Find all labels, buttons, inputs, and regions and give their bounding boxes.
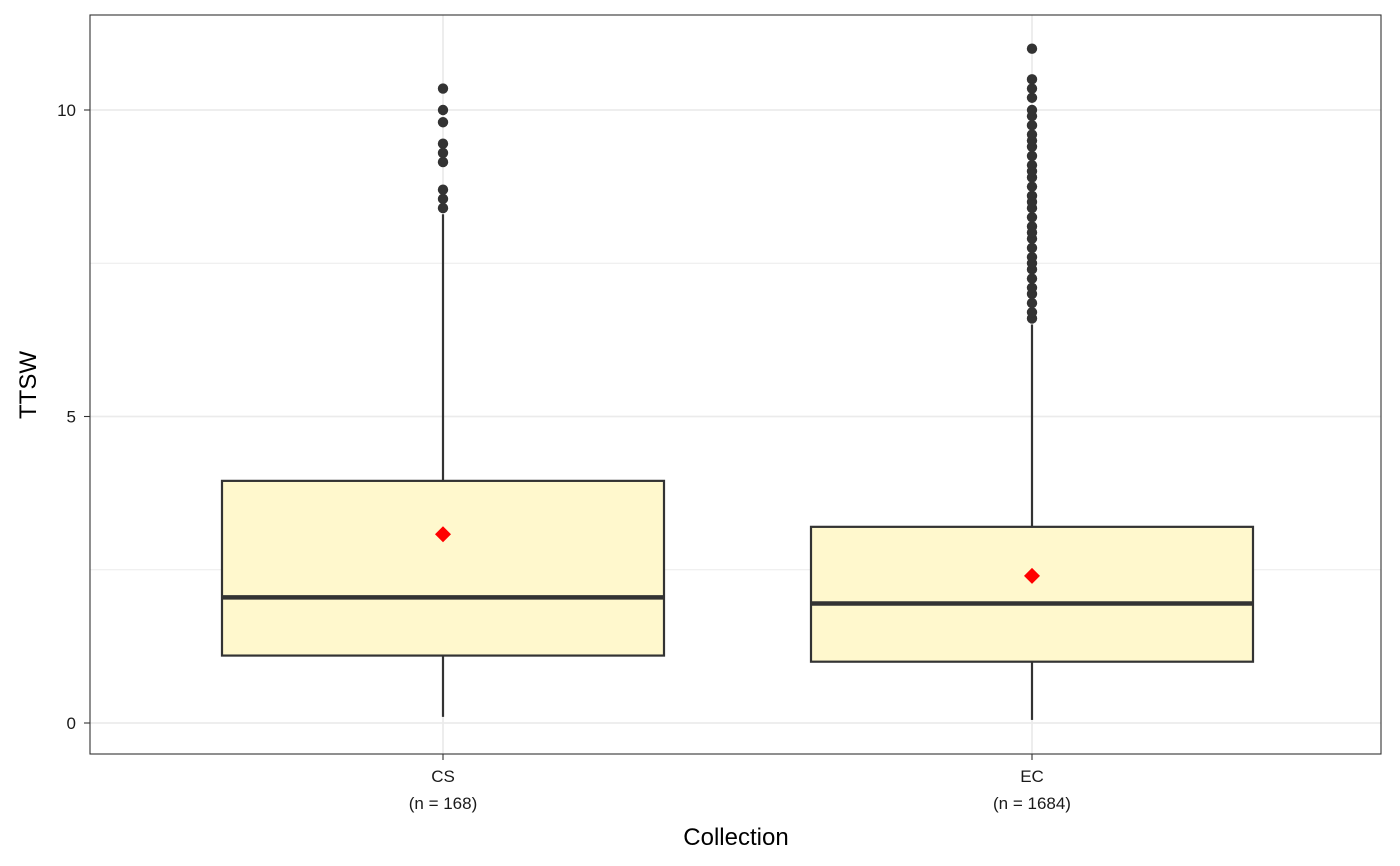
- outlier-point: [1026, 282, 1038, 293]
- outlier-point: [1026, 181, 1038, 192]
- x-tick-label: EC: [1020, 767, 1044, 786]
- outlier-point: [1026, 150, 1038, 162]
- panel-border: [89, 14, 1382, 755]
- x-axis-title: Collection: [683, 824, 788, 851]
- outlier-point: [1026, 129, 1038, 140]
- outlier-point: [1026, 242, 1038, 254]
- outlier-point: [437, 104, 449, 116]
- outlier-point: [437, 138, 449, 149]
- outlier-point: [437, 193, 449, 205]
- mean-marker: [1024, 567, 1040, 584]
- outlier-point: [1026, 307, 1038, 318]
- y-axis-title: TTSW: [15, 351, 42, 419]
- box-layer: [220, 43, 1255, 720]
- outlier-point: [1026, 273, 1038, 284]
- outlier-point: [437, 147, 449, 159]
- x-tick-count-label: (n = 168): [409, 794, 478, 813]
- outlier-point: [1026, 221, 1038, 232]
- outlier-point: [1026, 92, 1038, 103]
- outlier-point: [1026, 74, 1038, 85]
- outlier-point: [1026, 212, 1038, 223]
- outlier-point: [437, 184, 449, 195]
- outlier-point: [1026, 83, 1038, 94]
- outlier-point: [1026, 43, 1038, 54]
- y-tick-label: 5: [67, 408, 76, 427]
- x-tick-count-label: (n = 1684): [993, 794, 1071, 813]
- outlier-point: [437, 202, 449, 214]
- y-tick-label: 10: [57, 101, 76, 120]
- outlier-point: [1026, 190, 1038, 202]
- outlier-point: [437, 83, 449, 94]
- outlier-point: [437, 117, 449, 128]
- x-tick-label: CS: [431, 767, 455, 786]
- y-tick-label: 0: [67, 714, 76, 733]
- outlier-point: [1026, 297, 1038, 309]
- box-iqr: [809, 525, 1255, 663]
- outlier-point: [1026, 104, 1038, 116]
- outlier-point: [437, 156, 449, 168]
- outlier-point: [1026, 159, 1038, 171]
- box-iqr: [220, 479, 666, 657]
- axis-ticks: 05101520CS(n = 168)EC(n = 1684): [57, 101, 1071, 813]
- outlier-point: [1026, 251, 1038, 263]
- mean-marker: [435, 526, 451, 543]
- outlier-point: [1026, 120, 1038, 131]
